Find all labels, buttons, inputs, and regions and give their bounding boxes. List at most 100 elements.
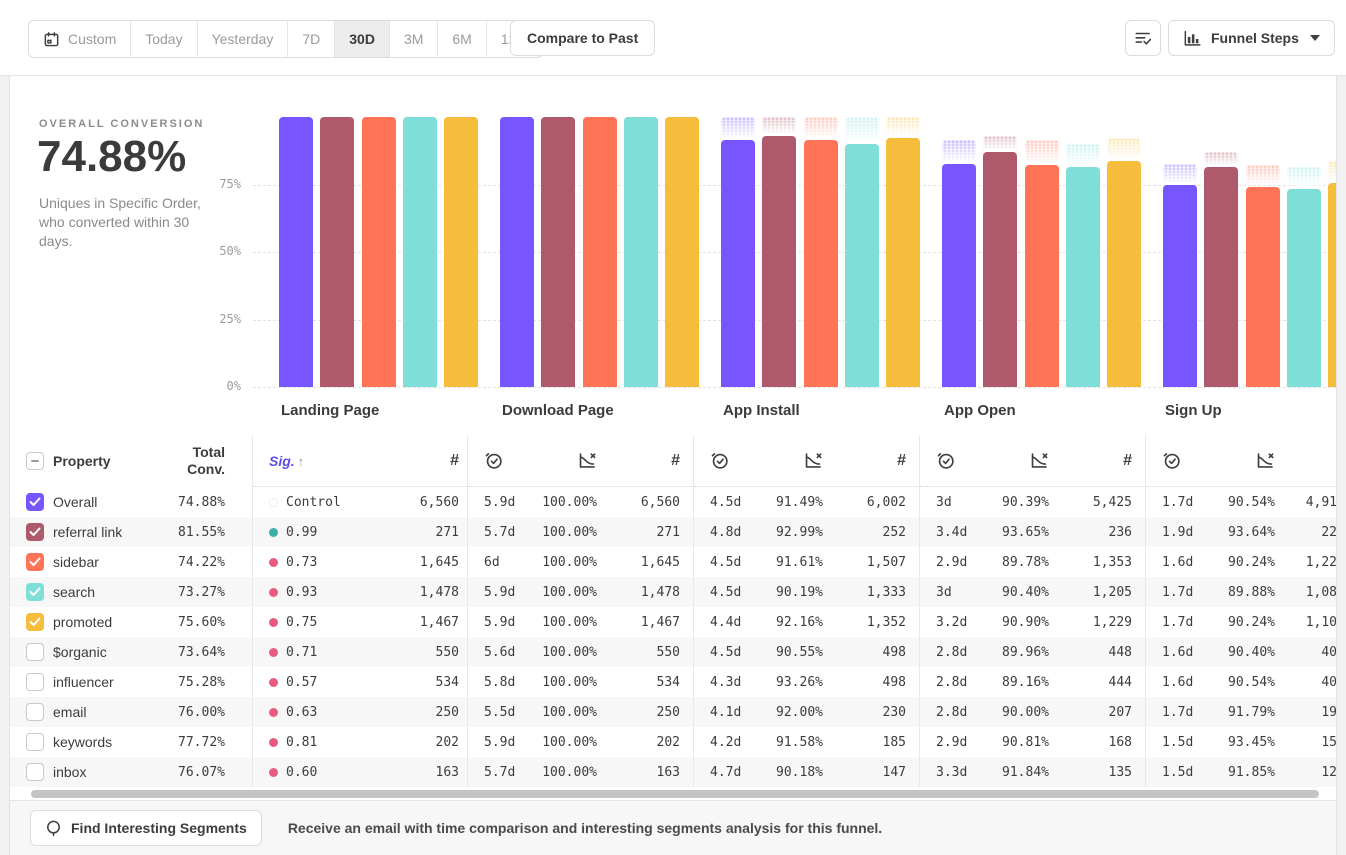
table-row[interactable]: promoted 75.60% 0.75 1,467 5.9d 100.00% …: [10, 607, 1336, 637]
row-checkbox[interactable]: [26, 703, 44, 721]
funnel-bar-dropoff: [1204, 151, 1239, 164]
funnel-bar-sidebar[interactable]: [1024, 164, 1059, 387]
funnel-bar-slot: [444, 117, 478, 387]
funnel-bar-sidebar[interactable]: [803, 139, 838, 387]
date-range-7d[interactable]: 7D: [288, 21, 336, 57]
funnel-bar-referral-link[interactable]: [983, 151, 1018, 387]
row-checkbox[interactable]: [26, 673, 44, 691]
row-checkbox[interactable]: [26, 523, 44, 541]
funnel-bar-search[interactable]: [402, 117, 437, 387]
significance-value: Control: [286, 494, 341, 510]
date-range-custom[interactable]: Custom: [29, 21, 132, 57]
count-icon[interactable]: #: [897, 451, 906, 469]
significance-value: 0.81: [286, 734, 318, 750]
funnel-bar-referral-link[interactable]: [320, 117, 355, 387]
time-to-convert-value: 5.9d: [484, 734, 516, 750]
significance-dot: [269, 737, 278, 747]
time-to-convert-icon[interactable]: [1162, 451, 1181, 470]
time-to-convert-icon[interactable]: [484, 451, 503, 470]
select-all-checkbox[interactable]: [26, 452, 44, 470]
filter-check-button[interactable]: [1125, 20, 1161, 56]
conversion-rate-icon[interactable]: [577, 451, 597, 470]
funnel-bar-Overall[interactable]: [942, 163, 976, 387]
funnel-bar-sidebar[interactable]: [361, 117, 396, 387]
sig-sort-header[interactable]: Sig. ↑: [269, 452, 305, 469]
funnel-report-card: OVERALL CONVERSION 74.88% Uniques in Spe…: [9, 76, 1337, 855]
time-to-convert-icon[interactable]: [710, 451, 729, 470]
bar-group-app-install: [721, 117, 920, 387]
funnel-bar-Overall[interactable]: [500, 117, 534, 387]
time-to-convert-icon[interactable]: [936, 451, 955, 470]
table-row[interactable]: Overall 74.88% Control 6,560 5.9d 100.00…: [10, 487, 1336, 517]
date-range-today[interactable]: Today: [131, 21, 198, 57]
conversion-rate-icon[interactable]: [1255, 451, 1275, 470]
funnel-bar-sidebar[interactable]: [1245, 186, 1280, 387]
chart-type-dropdown[interactable]: Funnel Steps: [1168, 20, 1335, 56]
time-to-convert-value: 1.6d: [1162, 674, 1194, 690]
table-row[interactable]: email 76.00% 0.63 250 5.5d 100.00% 250 4…: [10, 697, 1336, 727]
table-row[interactable]: inbox 76.07% 0.60 163 5.7d 100.00% 163 4…: [10, 757, 1336, 787]
count-icon[interactable]: #: [1123, 451, 1132, 469]
time-to-convert-value: 5.9d: [484, 494, 516, 510]
row-checkbox[interactable]: [26, 733, 44, 751]
date-range-30d[interactable]: 30D: [335, 21, 390, 57]
time-to-convert-value: 3.3d: [936, 764, 968, 780]
table-row[interactable]: $organic 73.64% 0.71 550 5.6d 100.00% 55…: [10, 637, 1337, 667]
row-checkbox[interactable]: [26, 583, 44, 601]
funnel-bar-slot: [844, 117, 879, 387]
date-range-3m[interactable]: 3M: [390, 21, 439, 57]
table-body: Overall 74.88% Control 6,560 5.9d 100.00…: [10, 487, 1337, 787]
row-checkbox[interactable]: [26, 763, 44, 781]
significance-value: 0.73: [286, 554, 318, 570]
time-to-convert-value: 3d: [936, 584, 952, 600]
property-header[interactable]: Property: [53, 453, 111, 469]
table-row[interactable]: keywords 77.72% 0.81 202 5.9d 100.00% 20…: [10, 727, 1336, 757]
row-checkbox[interactable]: [26, 613, 44, 631]
funnel-bar-promoted[interactable]: [1107, 160, 1141, 387]
funnel-bar-Overall[interactable]: [721, 139, 755, 387]
significance-dot: [269, 767, 278, 777]
funnel-bar-promoted[interactable]: [665, 117, 699, 387]
count-icon[interactable]: #: [1336, 452, 1337, 469]
step-count: 40: [1321, 644, 1337, 660]
table-row[interactable]: sidebar 74.22% 0.73 1,645 6d 100.00% 1,6…: [10, 547, 1336, 577]
property-name: influencer: [53, 674, 114, 690]
funnel-bar-referral-link[interactable]: [1204, 166, 1239, 387]
funnel-bar-dropoff: [983, 135, 1018, 149]
date-range-6m[interactable]: 6M: [438, 21, 487, 57]
funnel-bar-promoted[interactable]: [1328, 182, 1336, 387]
row-checkbox[interactable]: [26, 553, 44, 571]
total-conv-header[interactable]: Total Conv.: [187, 443, 225, 478]
funnel-bar-referral-link[interactable]: [541, 117, 576, 387]
row-checkbox[interactable]: [26, 493, 44, 511]
find-interesting-segments-button[interactable]: Find Interesting Segments: [30, 810, 262, 846]
count-icon[interactable]: #: [450, 451, 459, 469]
horizontal-scrollbar-thumb[interactable]: [31, 790, 1319, 798]
table-row[interactable]: search 73.27% 0.93 1,478 5.9d 100.00% 1,…: [10, 577, 1336, 607]
step-count: 185: [882, 734, 906, 750]
funnel-bar-referral-link[interactable]: [762, 135, 797, 387]
landing-page-count: 202: [435, 734, 459, 750]
funnel-bar-promoted[interactable]: [886, 138, 920, 387]
funnel-bar-search[interactable]: [623, 117, 658, 387]
table-header: Property Total Conv. Sig.↑ # # # # #: [10, 435, 1337, 487]
funnel-bar-search[interactable]: [1286, 189, 1321, 387]
count-icon[interactable]: #: [671, 451, 680, 469]
row-checkbox[interactable]: [26, 643, 44, 661]
time-to-convert-value: 3.2d: [936, 614, 968, 630]
step-count: 147: [882, 764, 906, 780]
property-name: search: [53, 584, 96, 600]
significance-dot: [269, 677, 278, 687]
compare-to-past-button[interactable]: Compare to Past: [510, 20, 656, 56]
funnel-bar-promoted[interactable]: [444, 117, 478, 387]
funnel-bar-sidebar[interactable]: [582, 117, 617, 387]
funnel-bar-Overall[interactable]: [1163, 184, 1197, 387]
date-range-yesterday[interactable]: Yesterday: [198, 21, 289, 57]
funnel-bar-search[interactable]: [844, 143, 879, 387]
funnel-bar-search[interactable]: [1065, 166, 1100, 387]
conversion-rate-icon[interactable]: [1029, 451, 1049, 470]
conversion-rate-icon[interactable]: [803, 451, 823, 470]
table-row[interactable]: referral link 81.55% 0.99 271 5.7d 100.0…: [10, 517, 1336, 547]
table-row[interactable]: influencer 75.28% 0.57 534 5.8d 100.00% …: [10, 667, 1336, 697]
funnel-bar-Overall[interactable]: [279, 117, 313, 387]
